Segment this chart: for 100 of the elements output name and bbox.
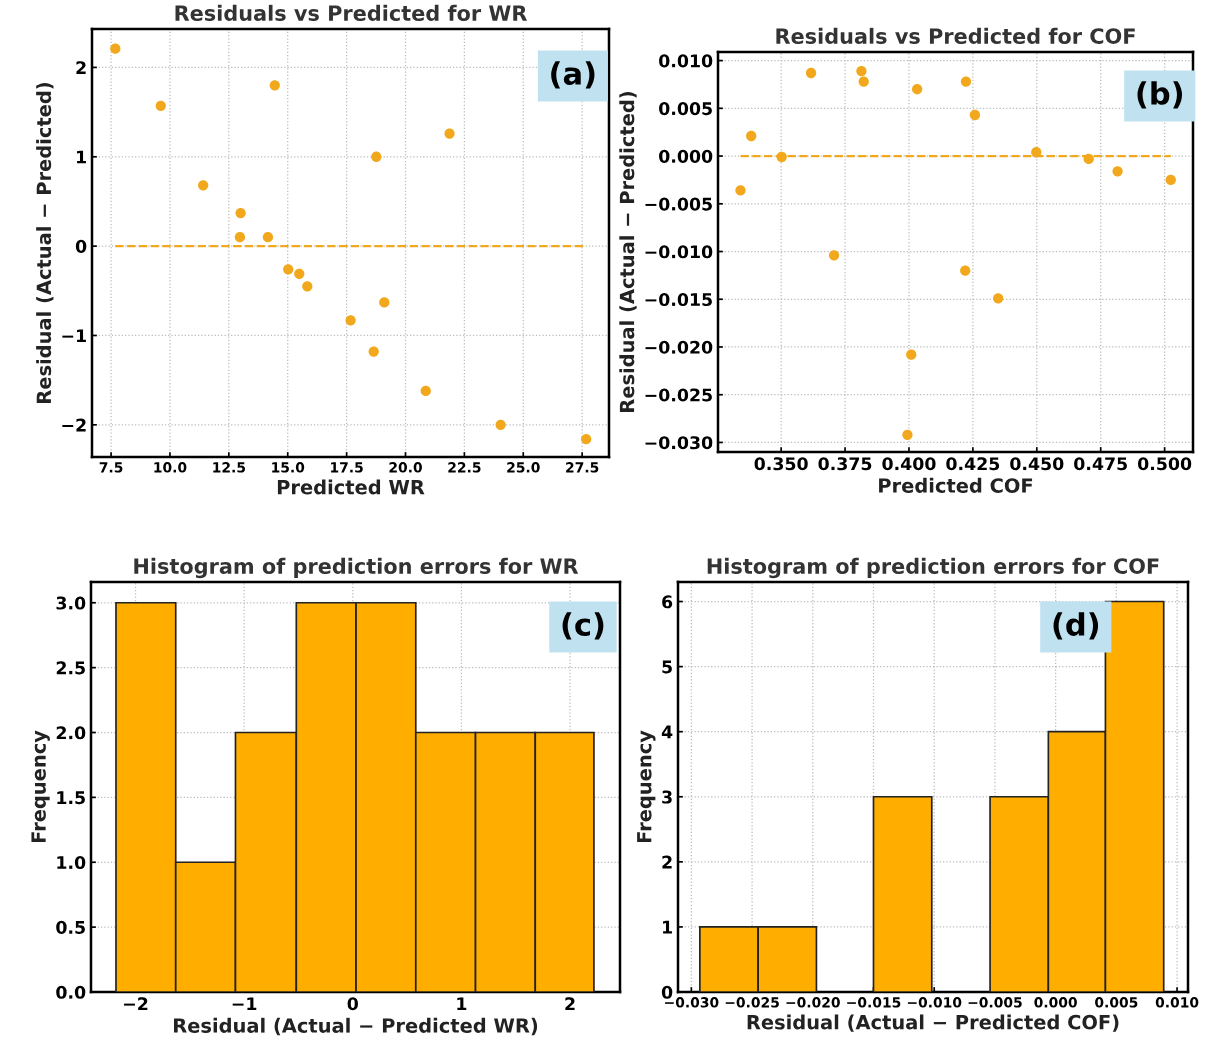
- y-tick-label: 2: [76, 61, 86, 75]
- y-tick-label: −0.010: [645, 245, 713, 259]
- x-tick-label: 22.5: [448, 462, 481, 473]
- x-tick-label: 25.0: [507, 462, 540, 473]
- y-tick-label: −2: [62, 418, 86, 432]
- point: [155, 100, 166, 111]
- point: [198, 180, 209, 191]
- point: [495, 419, 506, 430]
- point: [1112, 166, 1123, 177]
- x-tick-label: 0.425: [946, 457, 1000, 471]
- y-tick-label: 0: [75, 239, 87, 253]
- point: [960, 76, 972, 87]
- x-tick-label: −2: [124, 997, 148, 1011]
- point: [371, 151, 382, 162]
- x-tick-label: 0.350: [754, 457, 808, 471]
- point: [235, 207, 246, 219]
- y-tick-label: 6: [662, 595, 673, 609]
- point: [379, 297, 390, 308]
- annotation: (a): [551, 61, 595, 89]
- y-tick-label: −0.025: [645, 388, 712, 402]
- point: [746, 130, 757, 142]
- y-tick-label: 0: [661, 985, 673, 999]
- x-axis-title: Residual (Actual − Predicted COF): [747, 1014, 1119, 1032]
- point: [283, 264, 294, 275]
- x-axis-title: Residual (Actual − Predicted WR): [174, 1017, 538, 1036]
- y-tick-label: 0.5: [56, 920, 85, 934]
- x-tick-label: 0.010: [1155, 997, 1199, 1008]
- point: [581, 433, 592, 445]
- annotation: (b): [1137, 81, 1183, 109]
- point: [856, 65, 867, 77]
- point: [828, 250, 840, 261]
- x-tick-label: 0: [347, 997, 358, 1011]
- point: [960, 265, 971, 276]
- chart-title: Residuals vs Predicted for WR: [175, 4, 527, 21]
- point: [993, 293, 1004, 304]
- x-tick-label: 7.5: [99, 462, 123, 473]
- x-tick-label: 10.0: [154, 462, 187, 473]
- x-tick-label: 27.5: [566, 462, 599, 473]
- y-tick-label: 1: [77, 150, 86, 164]
- y-tick-label: 3: [662, 790, 672, 804]
- y-tick-label: 0.0: [56, 985, 86, 999]
- y-tick-label: 4: [661, 725, 673, 739]
- x-tick-label: 1: [457, 997, 467, 1011]
- y-tick-label: −0.020: [645, 340, 713, 354]
- point: [735, 185, 746, 196]
- point: [302, 281, 313, 292]
- x-tick-label: −0.015: [847, 997, 901, 1008]
- point: [269, 80, 280, 91]
- x-tick-label: 0.005: [1095, 997, 1138, 1008]
- point: [776, 151, 787, 163]
- y-tick-label: 1: [663, 920, 672, 934]
- x-tick-label: 0.475: [1074, 457, 1127, 471]
- point: [902, 429, 913, 440]
- y-tick-label: 1.0: [57, 855, 86, 870]
- x-tick-label: −0.005: [968, 997, 1022, 1008]
- x-tick-label: 0.500: [1138, 457, 1192, 471]
- x-tick-label: −1: [232, 997, 257, 1011]
- y-tick-label: 0.010: [659, 54, 713, 68]
- x-tick-label: 0.450: [1010, 457, 1064, 471]
- annotation: (d): [1053, 612, 1099, 640]
- point: [912, 84, 923, 95]
- point: [262, 232, 274, 243]
- y-axis-title: Residual (Actual − Predicted): [619, 91, 637, 412]
- annotation: (c): [562, 612, 604, 640]
- point: [234, 232, 246, 243]
- point: [345, 315, 356, 326]
- x-tick-label: 15.0: [272, 462, 305, 473]
- y-tick-label: 2.0: [56, 726, 86, 740]
- x-tick-label: 2: [565, 997, 575, 1011]
- y-tick-label: 3.0: [56, 596, 86, 610]
- chart-title: Histogram of prediction errors for WR: [134, 557, 579, 579]
- y-tick-label: −1: [62, 329, 86, 343]
- y-axis-title: Frequency: [637, 730, 656, 843]
- point: [1031, 147, 1042, 158]
- x-axis-title: Predicted WR: [277, 479, 425, 495]
- x-tick-label: 0.000: [1034, 997, 1077, 1008]
- x-tick-label: 0.375: [818, 457, 872, 471]
- x-tick-label: 20.0: [389, 462, 422, 473]
- point: [858, 76, 869, 87]
- y-tick-label: 1.5: [57, 791, 85, 805]
- y-axis-title: Frequency: [31, 730, 50, 843]
- y-axis-title: Residual (Actual − Predicted): [36, 82, 54, 403]
- x-tick-label: −0.025: [725, 997, 779, 1008]
- point: [805, 67, 817, 79]
- y-tick-label: −0.005: [645, 197, 712, 211]
- point: [1083, 153, 1094, 165]
- y-tick-label: −0.030: [645, 436, 713, 450]
- x-tick-label: 12.5: [213, 462, 246, 473]
- chart-title: Residuals vs Predicted for COF: [776, 27, 1135, 44]
- y-tick-label: −0.015: [645, 292, 712, 307]
- point: [444, 128, 455, 139]
- y-tick-label: 0.000: [659, 149, 713, 163]
- y-tick-label: 2.5: [56, 661, 85, 675]
- point: [906, 349, 917, 360]
- x-tick-label: 17.5: [331, 462, 363, 473]
- x-tick-label: −0.010: [907, 997, 962, 1008]
- chart-title: Histogram of prediction errors for COF: [707, 557, 1159, 579]
- x-axis-title: Predicted COF: [879, 477, 1033, 493]
- point: [294, 268, 305, 279]
- x-tick-label: 0.400: [882, 457, 936, 471]
